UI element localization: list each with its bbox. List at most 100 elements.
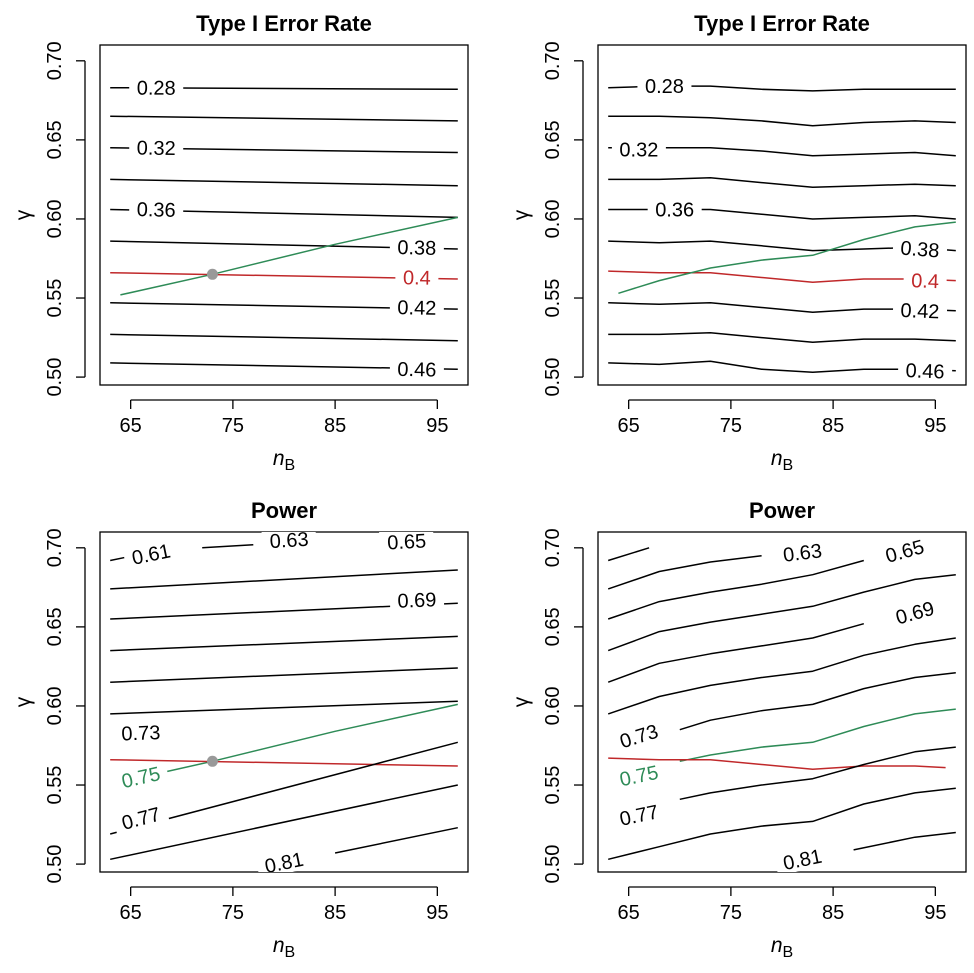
contour-label-bg xyxy=(129,76,184,99)
chart-title: Power xyxy=(251,498,317,523)
y-tick-label: 0.50 xyxy=(44,845,66,884)
contour-line-0.71 xyxy=(110,667,458,683)
contour-label-0.42: 0.42 xyxy=(900,300,940,323)
y-tick-label: 0.55 xyxy=(542,279,564,318)
contour-label-0.69: 0.69 xyxy=(397,589,437,613)
contour-label-0.73: 0.73 xyxy=(617,721,661,754)
contour-label-0.46: 0.46 xyxy=(397,359,436,382)
contour-label-0.73: 0.73 xyxy=(121,722,161,745)
contour-label-0.42: 0.42 xyxy=(397,297,436,320)
x-tick-label: 65 xyxy=(120,902,142,924)
contour-label-bg xyxy=(773,843,832,872)
contour-label-0.75: 0.75 xyxy=(618,762,661,791)
chart-title: Type I Error Rate xyxy=(196,11,372,36)
x-axis-label-main: n xyxy=(771,447,783,470)
contour-label-bg xyxy=(379,532,435,554)
contour-line-0.71 xyxy=(607,637,956,715)
contour-label-bg xyxy=(389,296,445,319)
contour-label-bg xyxy=(875,533,934,569)
contour-line-0.30 xyxy=(608,115,956,127)
contour-label-0.36: 0.36 xyxy=(136,199,175,222)
contour-label-bg xyxy=(389,235,445,260)
contour-line-0.69 xyxy=(607,622,865,683)
contour-label-bg xyxy=(903,268,948,293)
contour-line-0.73 xyxy=(679,671,956,731)
y-tick-label: 0.50 xyxy=(542,358,564,397)
x-tick-label: 75 xyxy=(222,415,244,437)
contour-label-0.81: 0.81 xyxy=(781,846,824,875)
contour-line-0.75 xyxy=(120,216,458,296)
contour-label-bg xyxy=(611,138,666,161)
contour-label-0.46: 0.46 xyxy=(905,360,945,383)
y-tick-label: 0.50 xyxy=(542,845,564,884)
contour-line-0.67 xyxy=(607,573,956,652)
y-tick-label: 0.65 xyxy=(44,607,66,646)
y-tick-label: 0.65 xyxy=(44,120,66,159)
contour-line-0.44 xyxy=(110,333,458,342)
contour-line-0.73 xyxy=(110,700,458,715)
contour-label-0.38: 0.38 xyxy=(900,238,941,263)
contour-label-bg xyxy=(395,266,439,289)
contour-label-0.77: 0.77 xyxy=(120,804,163,835)
contour-label-0.38: 0.38 xyxy=(397,237,436,260)
contour-line-0.79 xyxy=(110,784,458,861)
contour-line-0.77 xyxy=(679,746,956,801)
plot-area: 0.61 0.63 0.65 0.69 0.73 0.75 0.77 0.81 xyxy=(110,529,458,872)
contour-line-0.34 xyxy=(608,177,956,189)
x-axis-label: nB xyxy=(771,447,793,474)
contour-label-bg xyxy=(774,538,831,567)
x-axis-label-subscript: B xyxy=(783,457,794,474)
contour-label-0.32: 0.32 xyxy=(619,139,658,161)
contour-line-0.75 xyxy=(618,221,956,295)
contour-label-0.63: 0.63 xyxy=(782,540,823,567)
contour-line-0.4 xyxy=(608,757,946,770)
chart-panel-1: Type I Error Rate 65 75 85 95 nB 0.50 0.55 0.60 0… xyxy=(12,11,469,474)
contour-label-0.4: 0.4 xyxy=(403,267,431,289)
x-tick-label: 65 xyxy=(120,415,142,437)
y-axis-label: γ xyxy=(510,696,533,707)
x-tick-label: 85 xyxy=(822,415,844,437)
x-axis-label: nB xyxy=(273,934,295,961)
contour-line-0.65 xyxy=(607,559,865,620)
contour-label-0.36: 0.36 xyxy=(655,199,694,221)
contour-line-0.65 xyxy=(110,569,458,590)
contour-label-0.63: 0.63 xyxy=(269,529,309,553)
contour-label-bg xyxy=(112,760,170,794)
plot-frame xyxy=(99,44,469,386)
x-tick-label: 85 xyxy=(324,902,346,924)
y-axis-label: γ xyxy=(510,209,533,220)
contour-line-0.61 xyxy=(110,556,126,562)
y-tick-label: 0.70 xyxy=(542,41,564,80)
contour-label-bg xyxy=(885,594,944,631)
contour-label-bg xyxy=(647,198,702,221)
chart-panel-4: Power 65 75 85 95 nB 0.50 0.55 0.60 0.65 0.70 γ 0.63… xyxy=(510,498,967,961)
chart-title: Type I Error Rate xyxy=(694,11,870,36)
plot-area: 0.63 0.65 0.69 0.73 0.75 0.77 0.81 xyxy=(607,533,956,875)
x-axis-label-main: n xyxy=(273,934,285,957)
contour-line-0.30 xyxy=(110,115,458,122)
contour-label-bg xyxy=(122,537,180,571)
x-tick-label: 85 xyxy=(822,902,844,924)
contour-label-bg xyxy=(128,197,184,222)
y-tick-label: 0.70 xyxy=(44,528,66,567)
contour-line-0.81 xyxy=(853,831,956,851)
contour-line-0.34 xyxy=(110,178,458,187)
contour-label-bg xyxy=(261,532,317,553)
contour-label-0.77: 0.77 xyxy=(618,801,661,830)
x-tick-label: 95 xyxy=(426,415,448,437)
contour-label-bg xyxy=(111,800,170,836)
contour-label-0.28: 0.28 xyxy=(137,78,176,100)
chart-panel-3: Power 65 75 85 95 nB 0.50 0.55 0.60 0.65 0.70 γ 0.61… xyxy=(12,498,469,961)
y-tick-label: 0.55 xyxy=(44,766,66,805)
plot-frame xyxy=(597,44,967,386)
x-tick-label: 75 xyxy=(720,902,742,924)
contour-label-bg xyxy=(637,75,692,98)
chart-panel-2: Type I Error Rate 65 75 85 95 nB 0.50 0.55 0.60 0… xyxy=(510,11,967,474)
x-tick-label: 95 xyxy=(924,415,946,437)
intersection-marker xyxy=(206,268,218,280)
contour-label-bg xyxy=(610,798,668,832)
y-tick-label: 0.60 xyxy=(44,686,66,725)
y-axis-label: γ xyxy=(12,696,35,707)
chart-title: Power xyxy=(749,498,815,523)
x-tick-label: 75 xyxy=(222,902,244,924)
